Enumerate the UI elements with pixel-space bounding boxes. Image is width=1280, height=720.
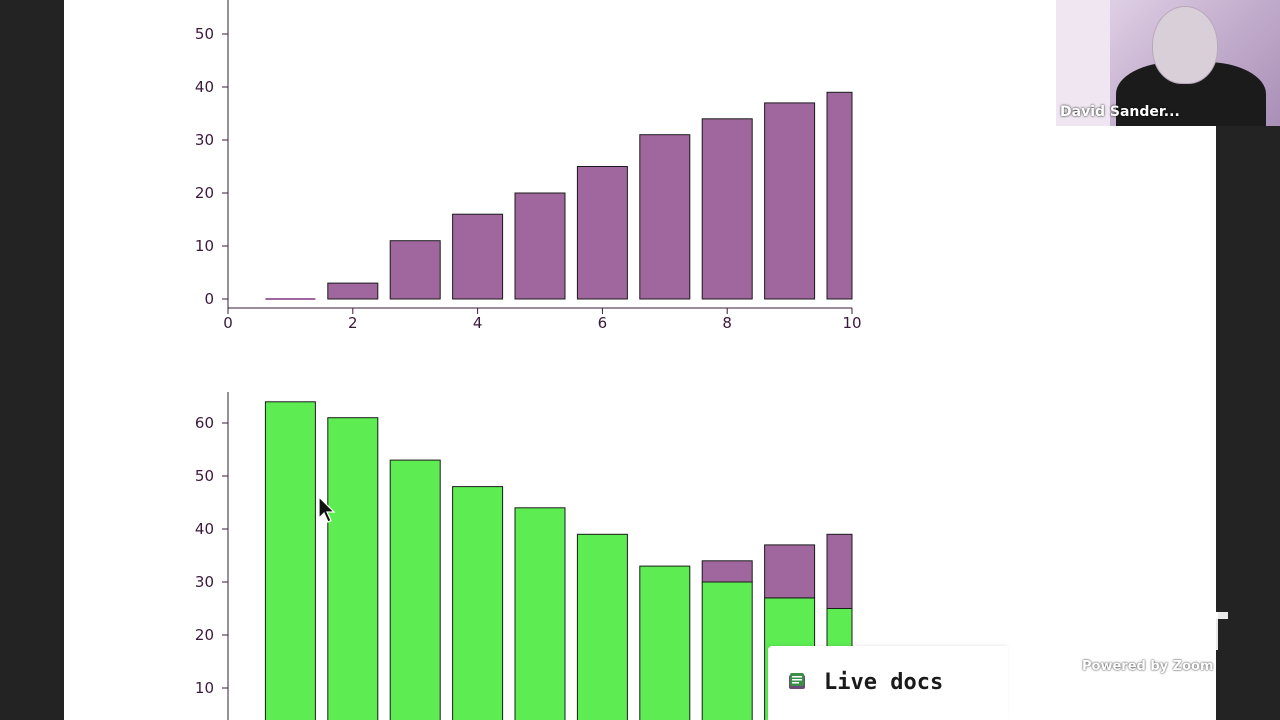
chart-2-y-tick-label: 60 <box>195 414 214 432</box>
chart-1-y-tick-label: 10 <box>195 237 214 255</box>
chart-1-bar <box>327 282 379 300</box>
chart-2-y-tick-label: 20 <box>195 626 214 644</box>
chart-1-bar <box>576 166 628 300</box>
mit-logo-icon <box>1156 612 1228 650</box>
chart-1-x-tick-label: 2 <box>348 314 358 332</box>
chart-2-y-tick-label: 30 <box>195 573 214 591</box>
chart-2-bar <box>701 581 753 720</box>
chart-1-x-tick-label: 8 <box>722 314 732 332</box>
chart-1-bar <box>701 118 753 300</box>
chart-1-x-tick-label: 10 <box>842 314 861 332</box>
participant-name: David Sander... <box>1060 104 1180 120</box>
chart-2-bar <box>514 507 566 720</box>
chart-1-bar <box>514 192 566 300</box>
chart-2-bar <box>452 486 504 720</box>
chart-2-bar <box>639 565 691 720</box>
chart-1-y-tick-label: 40 <box>195 78 214 96</box>
notes-icon <box>789 673 805 689</box>
mouse-pointer-icon <box>318 496 336 523</box>
participant-head <box>1152 6 1218 84</box>
chart-2-bar <box>826 533 853 609</box>
chart-2-bar <box>764 544 816 599</box>
chart-1-bar <box>452 213 504 300</box>
chart-1-x-tick-label: 4 <box>473 314 483 332</box>
chart-1-y-tick-label: 50 <box>195 25 214 43</box>
chart-1-bar <box>826 91 853 300</box>
chart-2-y-tick-label: 50 <box>195 467 214 485</box>
participant-video-tile[interactable]: David Sander... <box>1056 0 1280 126</box>
live-docs-panel[interactable]: Live docs <box>768 646 1008 720</box>
chart-1-y-tick-label: 20 <box>195 184 214 202</box>
chart-1-y-tick-label: 0 <box>204 290 214 308</box>
chart-2-bar <box>327 417 379 720</box>
live-docs-label[interactable]: Live docs <box>824 670 944 695</box>
slide-content: 0 10 20 30 40 50 0 2 4 6 8 10 10 20 30 40 50 60 <box>64 0 1216 720</box>
bar-charts-svg: 0 10 20 30 40 50 0 2 4 6 8 10 10 20 30 40 50 60 <box>195 0 862 720</box>
chart-2-bar <box>576 533 628 720</box>
chart-2-y-tick-label: 10 <box>195 679 214 697</box>
chart-1-y-tick-label: 30 <box>195 131 214 149</box>
chart-1-bar <box>764 102 816 300</box>
chart-2-bar <box>389 459 441 720</box>
powered-by-zoom: Powered by Zoom <box>1082 659 1214 674</box>
chart-1-x-tick-label: 0 <box>223 314 233 332</box>
chart-1-bar <box>639 134 691 300</box>
chart-2-bar <box>701 560 753 583</box>
left-letterbox <box>0 0 64 720</box>
chart-1-x-tick-label: 6 <box>598 314 608 332</box>
chart-2-bar <box>264 401 316 720</box>
video-background <box>1056 0 1110 126</box>
chart-1-bar <box>389 240 441 300</box>
chart-2-y-tick-label: 40 <box>195 520 214 538</box>
